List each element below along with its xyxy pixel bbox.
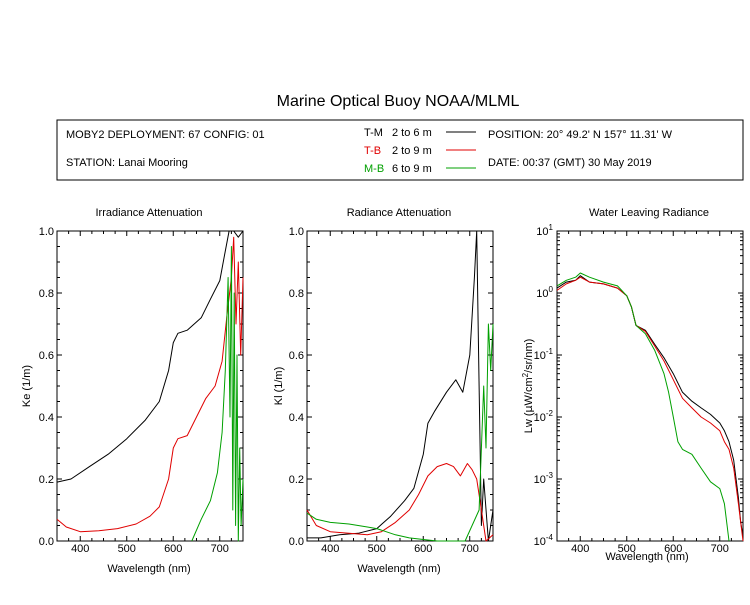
x-tick-label-water-leaving-600: 600 <box>664 543 682 555</box>
y-tick-label-water-leaving-0: 101 <box>536 223 553 238</box>
series-line-irradiance-t-b <box>56 236 244 533</box>
y-axis-label-water-leaving: Lw (μW/cm2/sr/nm) <box>521 339 535 434</box>
legend-code-t-m: T-M <box>364 127 383 139</box>
series-radiance <box>306 230 494 542</box>
y-tick-label-radiance-4: 0.8 <box>289 288 304 300</box>
legend-entry-m-b: M-B 6 to 9 m <box>364 163 476 175</box>
series-line-irradiance-m-b <box>191 246 244 542</box>
legend-code-t-b: T-B <box>364 145 381 157</box>
station-text: STATION: Lanai Mooring <box>66 157 188 169</box>
series-line-water-leaving-m-b <box>556 272 730 542</box>
panel-water-leaving-radiance: Water Leaving Radiance 400 500 600 70010110… <box>521 207 744 563</box>
position-text: POSITION: 20° 49.2' N 157° 11.31' W <box>488 129 673 141</box>
panel-title-water-leaving: Water Leaving Radiance <box>589 207 709 219</box>
y-tick-exp: 1 <box>549 223 554 232</box>
panel-radiance-attenuation: Radiance Attenuation 400 500 600 700 0.0 0.2 0… <box>273 207 494 575</box>
y-tick-label-radiance-2: 0.4 <box>289 412 304 424</box>
y-tick-label-irradiance-4: 0.8 <box>39 288 54 300</box>
y-label-mid: W/cm <box>523 377 535 405</box>
y-label-suffix: /sr/nm) <box>523 339 535 373</box>
legend-code-m-b: M-B <box>364 163 384 175</box>
info-box-frame <box>56 119 744 181</box>
y-label-prefix: Lw ( <box>523 412 535 433</box>
ticks-irradiance: 400 500 600 700 0.0 0.2 0.4 0.6 0.8 1.0 <box>39 226 244 555</box>
series-line-irradiance-t-m <box>56 230 244 483</box>
y-tick-base: 10 <box>534 350 546 362</box>
series-line-water-leaving-t-m <box>556 275 744 537</box>
x-tick-label-water-leaving-700: 700 <box>711 543 729 555</box>
y-tick-label-irradiance-3: 0.6 <box>39 350 54 362</box>
panel-irradiance-attenuation: Irradiance Attenuation 400 500 600 700 0.0 0.… <box>21 207 244 575</box>
date-text: DATE: 00:37 (GMT) 30 May 2019 <box>488 157 652 169</box>
series-irradiance <box>56 230 244 542</box>
x-axis-label-irradiance: Wavelength (nm) <box>107 563 190 575</box>
series-line-radiance-t-b <box>306 463 494 542</box>
plot-frame-radiance <box>306 230 494 542</box>
y-tick-exp: -4 <box>546 533 554 542</box>
series-water-leaving <box>556 272 744 542</box>
x-tick-label-water-leaving-400: 400 <box>571 543 589 555</box>
y-tick-label-water-leaving-2: 10-1 <box>534 347 554 362</box>
series-line-water-leaving-t-b <box>556 276 744 542</box>
legend-entry-t-b: T-B 2 to 9 m <box>364 145 476 157</box>
y-tick-base: 10 <box>536 226 548 238</box>
y-tick-exp: -1 <box>546 347 554 356</box>
legend-depth-t-m: 2 to 6 m <box>392 127 432 139</box>
panel-title-irradiance: Irradiance Attenuation <box>95 207 202 219</box>
x-tick-label-water-leaving-500: 500 <box>618 543 636 555</box>
y-tick-label-radiance-5: 1.0 <box>289 226 304 238</box>
y-tick-base: 10 <box>534 474 546 486</box>
y-tick-label-radiance-3: 0.6 <box>289 350 304 362</box>
figure-title: Marine Optical Buoy NOAA/MLML <box>277 93 520 110</box>
y-tick-label-irradiance-2: 0.4 <box>39 412 54 424</box>
x-tick-label-radiance-600: 600 <box>414 543 432 555</box>
legend: T-M 2 to 6 m T-B 2 to 9 m M-B 6 to 9 m <box>364 127 476 175</box>
y-label-mu: μ <box>522 406 535 413</box>
y-tick-label-irradiance-5: 1.0 <box>39 226 54 238</box>
y-tick-label-radiance-1: 0.2 <box>289 474 304 486</box>
y-tick-exp: 0 <box>549 285 554 294</box>
series-line-radiance-m-b <box>306 323 494 542</box>
y-tick-label-radiance-0: 0.0 <box>289 536 304 548</box>
x-axis-label-radiance: Wavelength (nm) <box>357 563 440 575</box>
legend-depth-m-b: 6 to 9 m <box>392 163 432 175</box>
panel-title-radiance: Radiance Attenuation <box>347 207 452 219</box>
x-tick-label-irradiance-700: 700 <box>211 543 229 555</box>
plot-frame-water-leaving <box>556 230 744 542</box>
y-tick-label-irradiance-0: 0.0 <box>39 536 54 548</box>
series-line-radiance-t-m <box>307 230 494 542</box>
y-label-sup: 2 <box>521 372 530 377</box>
x-tick-label-radiance-700: 700 <box>461 543 479 555</box>
y-tick-label-water-leaving-3: 10-2 <box>534 409 554 424</box>
y-tick-label-irradiance-1: 0.2 <box>39 474 54 486</box>
x-tick-label-irradiance-400: 400 <box>71 543 89 555</box>
x-tick-label-irradiance-600: 600 <box>164 543 182 555</box>
legend-depth-t-b: 2 to 9 m <box>392 145 432 157</box>
y-tick-exp: -2 <box>546 409 554 418</box>
x-tick-label-irradiance-500: 500 <box>118 543 136 555</box>
y-axis-label-radiance: Kl (1/m) <box>273 367 285 406</box>
y-axis-label-irradiance: Ke (1/m) <box>21 365 33 407</box>
legend-entry-t-m: T-M 2 to 6 m <box>364 127 476 139</box>
y-tick-base: 10 <box>534 536 546 548</box>
y-tick-base: 10 <box>536 288 548 300</box>
x-tick-label-radiance-400: 400 <box>321 543 339 555</box>
y-tick-label-water-leaving-1: 100 <box>536 285 553 300</box>
info-box: MOBY2 DEPLOYMENT: 67 CONFIG: 01 STATION:… <box>56 119 744 181</box>
deployment-text: MOBY2 DEPLOYMENT: 67 CONFIG: 01 <box>66 129 265 141</box>
y-tick-base: 10 <box>534 412 546 424</box>
x-tick-label-radiance-500: 500 <box>368 543 386 555</box>
y-tick-label-water-leaving-5: 10-4 <box>534 533 554 548</box>
y-tick-label-water-leaving-4: 10-3 <box>534 471 554 486</box>
x-axis-label-water-leaving: Wavelength (nm) <box>605 551 688 563</box>
ticks-radiance: 400 500 600 700 0.0 0.2 0.4 0.6 0.8 1.0 <box>289 226 494 555</box>
y-tick-exp: -3 <box>546 471 554 480</box>
